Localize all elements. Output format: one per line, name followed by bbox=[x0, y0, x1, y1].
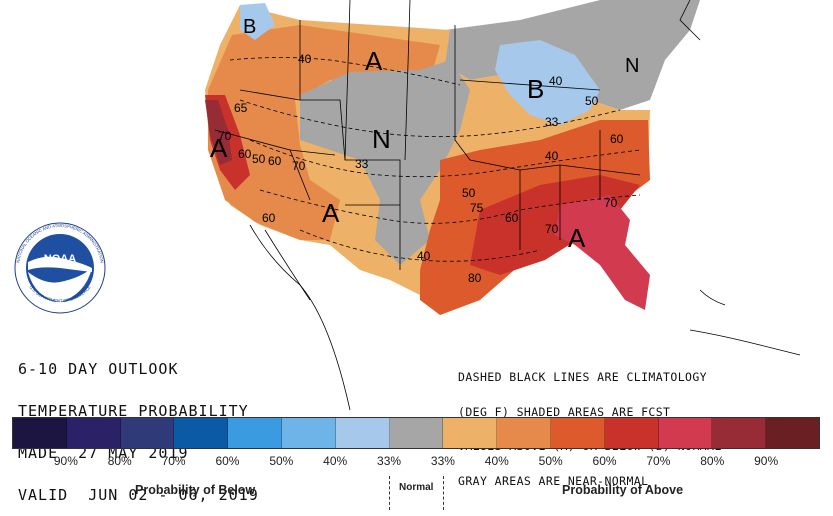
probability-above-label: Probability of Above bbox=[562, 483, 684, 497]
florida-above-80-region bbox=[555, 195, 650, 310]
legend-tick-label: 50% bbox=[269, 454, 294, 468]
legend-swatch bbox=[766, 418, 819, 448]
legend-tick-label: 50% bbox=[538, 454, 563, 468]
california-above-80-region bbox=[205, 100, 232, 165]
contour-label: 80 bbox=[468, 271, 482, 285]
great-lakes-below-region bbox=[495, 40, 600, 125]
us-temperature-probability-map: 40 65 70 60 50 60 70 33 50 75 60 70 40 8… bbox=[14, 0, 801, 411]
contour-label: 50 bbox=[252, 152, 266, 166]
legend-swatch bbox=[389, 418, 444, 448]
outlook-line-2: TEMPERATURE PROBABILITY bbox=[18, 402, 249, 420]
outlook-line-4: VALID JUN 02 - 06, 2019 bbox=[18, 486, 259, 504]
below-marker: B bbox=[243, 16, 256, 38]
contour-label: 50 bbox=[462, 186, 476, 200]
legend-tick-label: 40% bbox=[484, 454, 509, 468]
legend-swatch bbox=[120, 418, 175, 448]
contour-label: 60 bbox=[505, 211, 519, 225]
state-borders bbox=[214, 0, 641, 270]
contour-labels: 40 65 70 60 50 60 70 33 50 75 60 70 40 8… bbox=[218, 52, 624, 285]
legend-tick-label: 33% bbox=[430, 454, 455, 468]
legend-swatch bbox=[658, 418, 713, 448]
legend-swatch bbox=[66, 418, 121, 448]
legend-swatch bbox=[13, 418, 67, 448]
contour-label: 60 bbox=[262, 211, 276, 225]
below-marker: B bbox=[527, 74, 544, 104]
contour-label: 40 bbox=[298, 52, 312, 66]
legend-swatch bbox=[604, 418, 659, 448]
contour-label: 70 bbox=[218, 129, 232, 143]
notes-line-2: (DEG F) SHADED AREAS ARE FCST bbox=[458, 404, 671, 419]
contour-label: 75 bbox=[470, 201, 484, 215]
coastlines bbox=[249, 0, 801, 411]
legend-swatch bbox=[335, 418, 390, 448]
contour-label: 60 bbox=[238, 147, 252, 161]
contour-label: 40 bbox=[549, 74, 563, 88]
contour-label: 70 bbox=[545, 222, 559, 236]
pacific-northwest-below-region bbox=[240, 3, 275, 40]
legend-swatch bbox=[712, 418, 767, 448]
above-marker: A bbox=[568, 223, 586, 253]
contour-label: 40 bbox=[545, 149, 559, 163]
contour-label: 50 bbox=[585, 94, 599, 108]
normal-separator-left bbox=[389, 476, 390, 510]
legend-swatch bbox=[550, 418, 605, 448]
legend-tick-label: 33% bbox=[377, 454, 402, 468]
legend-swatch bbox=[174, 418, 229, 448]
legend-tick-label: 40% bbox=[323, 454, 348, 468]
legend-tick-label: 90% bbox=[53, 454, 78, 468]
legend-color-bar bbox=[12, 417, 820, 449]
notes-line-1: DASHED BLACK LINES ARE CLIMATOLOGY bbox=[458, 370, 708, 384]
normal-separator-right bbox=[443, 476, 444, 510]
legend-tick-label: 80% bbox=[700, 454, 725, 468]
normal-marker: N bbox=[625, 55, 639, 77]
contour-label: 33 bbox=[545, 115, 559, 129]
noaa-logo: NOAA NATIONAL OCEANIC AND ATMOSPHERIC AD… bbox=[14, 222, 106, 314]
notes-line-4: GRAY AREAS ARE NEAR-NORMAL bbox=[458, 473, 649, 488]
above-marker: A bbox=[322, 198, 340, 228]
contour-label: 65 bbox=[234, 101, 248, 115]
normal-label: Normal bbox=[399, 482, 434, 493]
anomaly-markers: A B N A A A B N bbox=[210, 16, 639, 253]
outlook-title-block: 6-10 DAY OUTLOOK TEMPERATURE PROBABILITY… bbox=[18, 334, 259, 516]
probability-below-label: Probability of Below bbox=[135, 483, 256, 497]
legend-swatch bbox=[443, 418, 498, 448]
contour-label: 60 bbox=[268, 154, 282, 168]
legend-tick-label: 90% bbox=[754, 454, 779, 468]
legend-tick-label: 80% bbox=[107, 454, 132, 468]
legend-swatch bbox=[281, 418, 336, 448]
contour-label: 70 bbox=[604, 196, 618, 210]
conus-above-50-region bbox=[208, 25, 440, 240]
climatology-lines bbox=[229, 57, 641, 262]
contour-label: 40 bbox=[417, 249, 431, 263]
outlook-line-1: 6-10 DAY OUTLOOK bbox=[18, 360, 179, 378]
legend-tick-label: 70% bbox=[646, 454, 671, 468]
above-marker: A bbox=[210, 133, 228, 163]
legend-swatch bbox=[497, 418, 551, 448]
contour-label: 33 bbox=[355, 157, 369, 171]
outlook-line-3: MADE 27 MAY 2019 bbox=[18, 444, 189, 462]
central-gray-near-normal-region bbox=[300, 60, 470, 265]
contour-label: 70 bbox=[292, 159, 306, 173]
legend-tick-label: 70% bbox=[161, 454, 186, 468]
contour-label: 60 bbox=[610, 132, 624, 146]
noaa-logo-text: NOAA bbox=[44, 253, 76, 265]
legend-swatch bbox=[228, 418, 282, 448]
legend-tick-label: 60% bbox=[215, 454, 240, 468]
above-marker: A bbox=[365, 46, 383, 76]
normal-marker: N bbox=[372, 124, 391, 154]
legend-tick-label: 60% bbox=[592, 454, 617, 468]
